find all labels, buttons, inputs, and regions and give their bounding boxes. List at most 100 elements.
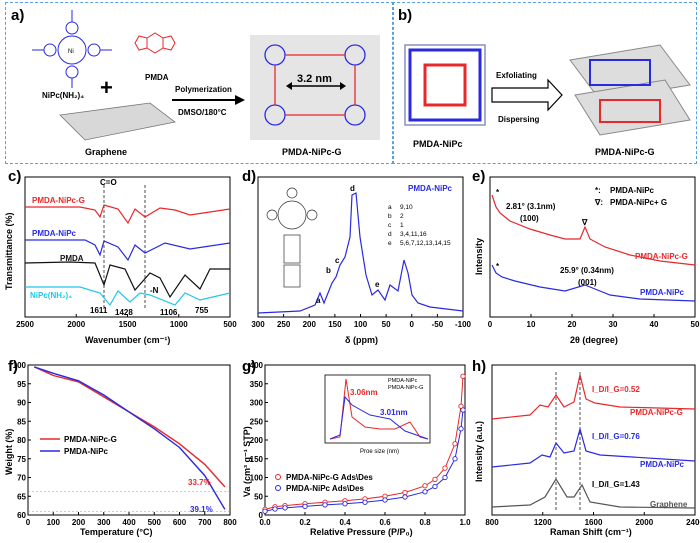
e-xtick: 40: [650, 320, 659, 329]
panel-a-letter: a): [11, 7, 24, 24]
scheme-panel-a: [5, 2, 394, 164]
exfoliating-text: Exfoliating: [496, 71, 537, 80]
h-ann-2: I_D/I_G=1.43: [592, 480, 640, 489]
f-ann-g: 33.7%: [188, 478, 211, 487]
g-point: [422, 489, 428, 495]
h-xlabel: Raman Shift (cm⁻¹): [550, 527, 632, 537]
panel-b-letter: b): [398, 7, 412, 24]
d-xtick: 100: [354, 320, 368, 329]
c-ann-755: 755: [195, 306, 209, 315]
e-nabla: ∇: [581, 218, 588, 227]
exfoliated-framework: [569, 44, 691, 136]
g-inset-line-g: [329, 378, 429, 440]
d-asg-a: a: [388, 204, 392, 211]
g-point: [452, 456, 458, 462]
f-ytick: 95: [17, 380, 26, 389]
panel-d-letter: d): [242, 168, 256, 185]
c-line-pmda: [24, 261, 230, 299]
panel-b-left-label: PMDA-NiPc: [413, 139, 463, 149]
c-ylabel: Transmittance (%): [4, 212, 14, 290]
c-ann-1106: 1106: [160, 308, 178, 317]
e-xtick: 20: [568, 320, 577, 329]
g-legend-1: PMDA-NiPc Ads\Des: [286, 484, 364, 493]
g-point: [322, 502, 328, 508]
c-xtick: 500: [223, 320, 237, 329]
e-xlabel: 2θ (degree): [570, 335, 618, 345]
d-molecule: [266, 187, 318, 288]
g-xlabel: Relative Pressure (P/P₀): [310, 527, 413, 537]
pmda-molecule: [134, 32, 176, 54]
h-series-2: Graphene: [650, 500, 688, 509]
h-ann-0: I_D/I_G=0.52: [592, 385, 640, 394]
g-inset-legend-1: PMDA-NiPc-G: [388, 385, 423, 391]
panel-h-raman: h) 8001200160020002400 Intensity (a.u.) …: [472, 358, 700, 537]
d-asg-d-val: 3,4,11,16: [400, 231, 427, 238]
g-inset-legend-0: PMDA-NiPc: [388, 378, 418, 384]
g-inset-line-nipc: [329, 395, 429, 440]
d-xtick: 150: [328, 320, 342, 329]
e-line-nipc: [491, 264, 696, 302]
product-label: PMDA-NiPc-G: [282, 147, 342, 157]
g-xtick: 0.2: [299, 518, 311, 527]
g-point: [458, 426, 464, 432]
f-xtick: 200: [72, 518, 86, 527]
h-line-nipc: [491, 426, 696, 468]
d-asg-e: e: [388, 240, 392, 247]
g-point: [432, 483, 438, 490]
c-line-pmda-nipc-g: [25, 204, 231, 225]
g-inset-frame: [324, 374, 431, 444]
f-legend-0: PMDA-NiPc-G: [64, 435, 117, 444]
c-xlabel: Wavenumber (cm⁻¹): [85, 335, 170, 345]
h-line-graphene: [491, 477, 696, 509]
g-ytick: 0: [259, 511, 264, 520]
d-series-label: PMDA-NiPc: [408, 184, 453, 193]
framework-lattice: [264, 44, 366, 126]
g-ytick: 250: [250, 417, 264, 426]
g-point: [402, 494, 408, 500]
f-xtick: 400: [122, 518, 136, 527]
f-xtick: 0: [26, 518, 31, 527]
e-ann-100: (100): [520, 214, 539, 223]
e-legend-nabla: ∇:: [594, 198, 603, 207]
f-ytick: 80: [17, 436, 26, 445]
f-xtick: 700: [198, 518, 212, 527]
e-star-2: *: [496, 262, 500, 271]
g-point: [272, 506, 278, 512]
g-inset-ann-0: 3.06nm: [350, 388, 378, 397]
f-ytick: 60: [17, 511, 26, 520]
c-ann-1611: 1611: [90, 306, 108, 315]
framework-graphene-bg: [250, 35, 380, 140]
f-line-0: [34, 366, 226, 488]
h-xtick: 2000: [635, 518, 653, 527]
g-ytick: 400: [250, 361, 264, 370]
f-legend-1: PMDA-NiPc: [64, 447, 109, 456]
d-xtick: 200: [303, 320, 317, 329]
g-ytick: 150: [250, 455, 264, 464]
c-line-nipc: [25, 286, 231, 307]
f-xtick: 300: [97, 518, 111, 527]
g-xtick: 0.4: [339, 518, 351, 527]
graphene-label: Graphene: [85, 147, 127, 157]
f-ytick: 100: [13, 361, 27, 370]
c-line-pmda-nipc: [25, 239, 231, 262]
g-xtick: 0.6: [379, 518, 391, 527]
c-legend-2: PMDA: [60, 254, 84, 263]
nipc-molecule: Ni: [32, 10, 112, 88]
g-inset-xlabel: Proe size (nm): [360, 449, 399, 455]
g-point: [442, 465, 448, 471]
c-legend-3: NiPc(NH₂)₄: [30, 291, 72, 300]
f-ann-nipc: 39.1%: [190, 505, 213, 514]
g-point: [460, 407, 466, 413]
f-ytick: 85: [17, 417, 26, 426]
g-ytick: 200: [250, 436, 264, 445]
g-inset-ann-1: 3.01nm: [380, 408, 408, 417]
c-xtick: 1500: [119, 320, 137, 329]
c-legend-0: PMDA-NiPc-G: [32, 196, 85, 205]
d-asg-b-val: 2: [400, 213, 404, 220]
arrow-bottom-text: DMSO/180°C: [178, 108, 227, 117]
d-xtick: 300: [251, 320, 265, 329]
g-point: [460, 373, 466, 379]
h-xtick: 2400: [686, 518, 700, 527]
scheme-panel-b: [392, 2, 697, 164]
e-series-nipc: PMDA-NiPc: [640, 288, 685, 297]
